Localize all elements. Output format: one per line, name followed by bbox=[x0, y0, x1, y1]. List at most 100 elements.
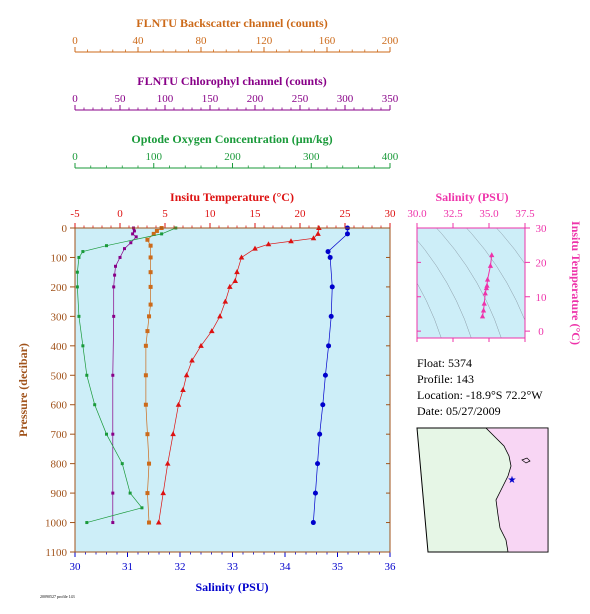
salinity-tick-label: 32 bbox=[175, 561, 186, 573]
chlorophyl-tick-label: 0 bbox=[72, 93, 78, 105]
isopycnal-line bbox=[466, 228, 525, 322]
chlorophyl-tick-label: 50 bbox=[115, 93, 127, 105]
salinity-tick-label: 35 bbox=[332, 561, 344, 573]
backscatter-tick-label: 80 bbox=[196, 35, 208, 47]
temperature-tick-label: -5 bbox=[70, 208, 80, 220]
backscatter-tick-label: 0 bbox=[72, 35, 78, 47]
chlorophyl-tick-label: 300 bbox=[337, 93, 354, 105]
ts-salinity-tick-label: 32.5 bbox=[443, 208, 463, 220]
backscatter-point bbox=[147, 314, 152, 319]
chlorophyl-point bbox=[132, 229, 136, 233]
oxygen-point bbox=[105, 244, 108, 248]
temperature-point bbox=[288, 238, 294, 244]
profile-plot-area bbox=[75, 228, 390, 552]
salinity-point bbox=[317, 431, 323, 437]
footer-note: 20090527 profile 143 bbox=[40, 594, 75, 599]
chlorophyl-tick-label: 150 bbox=[202, 93, 219, 105]
backscatter-point bbox=[145, 329, 150, 334]
isopycnal-line bbox=[496, 228, 525, 265]
salinity-point bbox=[312, 490, 318, 496]
info-float: Float: 5374 bbox=[417, 356, 472, 370]
backscatter-tick-label: 160 bbox=[319, 35, 336, 47]
chlorophyl-point bbox=[111, 432, 115, 436]
oxygen-point bbox=[128, 491, 132, 495]
salinity-point bbox=[328, 313, 334, 319]
temperature-point bbox=[232, 278, 238, 284]
info-profile: Profile: 143 bbox=[417, 372, 474, 386]
chlorophyl-point bbox=[111, 521, 115, 525]
temperature-point bbox=[238, 254, 245, 260]
temperature-point bbox=[315, 230, 321, 236]
chlorophyl-axis-title: FLNTU Chlorophyl channel (counts) bbox=[137, 74, 326, 88]
salinity-point bbox=[344, 231, 350, 237]
temperature-series-line bbox=[158, 227, 320, 523]
salinity-point bbox=[320, 402, 326, 408]
temperature-point bbox=[180, 387, 186, 392]
salinity-tick-label: 30 bbox=[70, 561, 82, 573]
salinity-point bbox=[329, 284, 335, 290]
pressure-tick-label: 1000 bbox=[45, 518, 68, 530]
pressure-tick-label: 600 bbox=[51, 400, 68, 412]
chlorophyl-point bbox=[123, 247, 126, 251]
pressure-tick-label: 400 bbox=[51, 341, 68, 353]
map-land bbox=[485, 427, 549, 553]
temperature-point bbox=[217, 313, 223, 319]
temperature-point bbox=[164, 460, 171, 466]
chlorophyl-tick-label: 200 bbox=[247, 93, 264, 105]
ts-temperature-tick-label: 30 bbox=[536, 223, 548, 235]
oxygen-tick-label: 100 bbox=[146, 151, 163, 163]
temperature-point bbox=[160, 490, 166, 496]
salinity-point bbox=[327, 254, 333, 260]
ts-point bbox=[479, 313, 486, 319]
ts-point bbox=[489, 252, 495, 258]
backscatter-point bbox=[148, 302, 153, 307]
oxygen-point bbox=[93, 403, 97, 407]
ts-point bbox=[481, 300, 487, 306]
temperature-point bbox=[198, 342, 204, 348]
backscatter-point bbox=[147, 461, 152, 466]
backscatter-point bbox=[143, 402, 148, 407]
info-location: Location: -18.9°S 72.2°W bbox=[417, 388, 543, 402]
ts-salinity-title: Salinity (PSU) bbox=[435, 190, 508, 204]
chlorophyl-tick-label: 350 bbox=[382, 93, 399, 105]
temperature-point bbox=[310, 235, 317, 241]
ts-isopycnals bbox=[417, 228, 525, 338]
chlorophyl-point bbox=[118, 255, 122, 259]
temperature-tick-label: 10 bbox=[205, 208, 217, 220]
temperature-tick-label: 20 bbox=[295, 208, 307, 220]
oxygen-tick-label: 200 bbox=[224, 151, 241, 163]
oxygen-point bbox=[77, 314, 81, 318]
oxygen-point bbox=[81, 344, 85, 348]
salinity-tick-label: 34 bbox=[280, 561, 292, 573]
ts-point bbox=[480, 307, 487, 313]
backscatter-point bbox=[151, 231, 156, 236]
temperature-point bbox=[170, 431, 176, 437]
chlorophyl-point bbox=[113, 273, 117, 277]
temperature-point bbox=[227, 283, 233, 289]
oxygen-point bbox=[75, 270, 79, 274]
backscatter-point bbox=[143, 373, 148, 378]
temperature-point bbox=[222, 298, 229, 304]
chlorophyl-point bbox=[111, 373, 115, 377]
oxygen-series-line bbox=[77, 227, 176, 523]
pressure-tick-label: 700 bbox=[51, 429, 68, 441]
backscatter-point bbox=[145, 491, 150, 496]
ts-salinity-tick-label: 37.5 bbox=[515, 208, 535, 220]
oxygen-tick-label: 0 bbox=[72, 151, 78, 163]
oxygen-point bbox=[77, 255, 81, 259]
backscatter-axis-title: FLNTU Backscatter channel (counts) bbox=[136, 16, 327, 30]
ts-salinity-tick-label: 30.0 bbox=[407, 208, 427, 220]
salinity-point bbox=[315, 461, 321, 467]
ts-salinity-tick-label: 35.0 bbox=[479, 208, 499, 220]
pressure-tick-label: 900 bbox=[51, 488, 68, 500]
oxygen-point bbox=[85, 373, 89, 377]
temperature-tick-label: 15 bbox=[250, 208, 262, 220]
temperature-tick-label: 5 bbox=[162, 208, 168, 220]
backscatter-point bbox=[154, 228, 159, 233]
backscatter-point bbox=[145, 432, 150, 437]
backscatter-tick-label: 40 bbox=[133, 35, 145, 47]
backscatter-point bbox=[148, 243, 153, 248]
temperature-point bbox=[265, 241, 272, 247]
chlorophyl-point bbox=[129, 241, 133, 245]
